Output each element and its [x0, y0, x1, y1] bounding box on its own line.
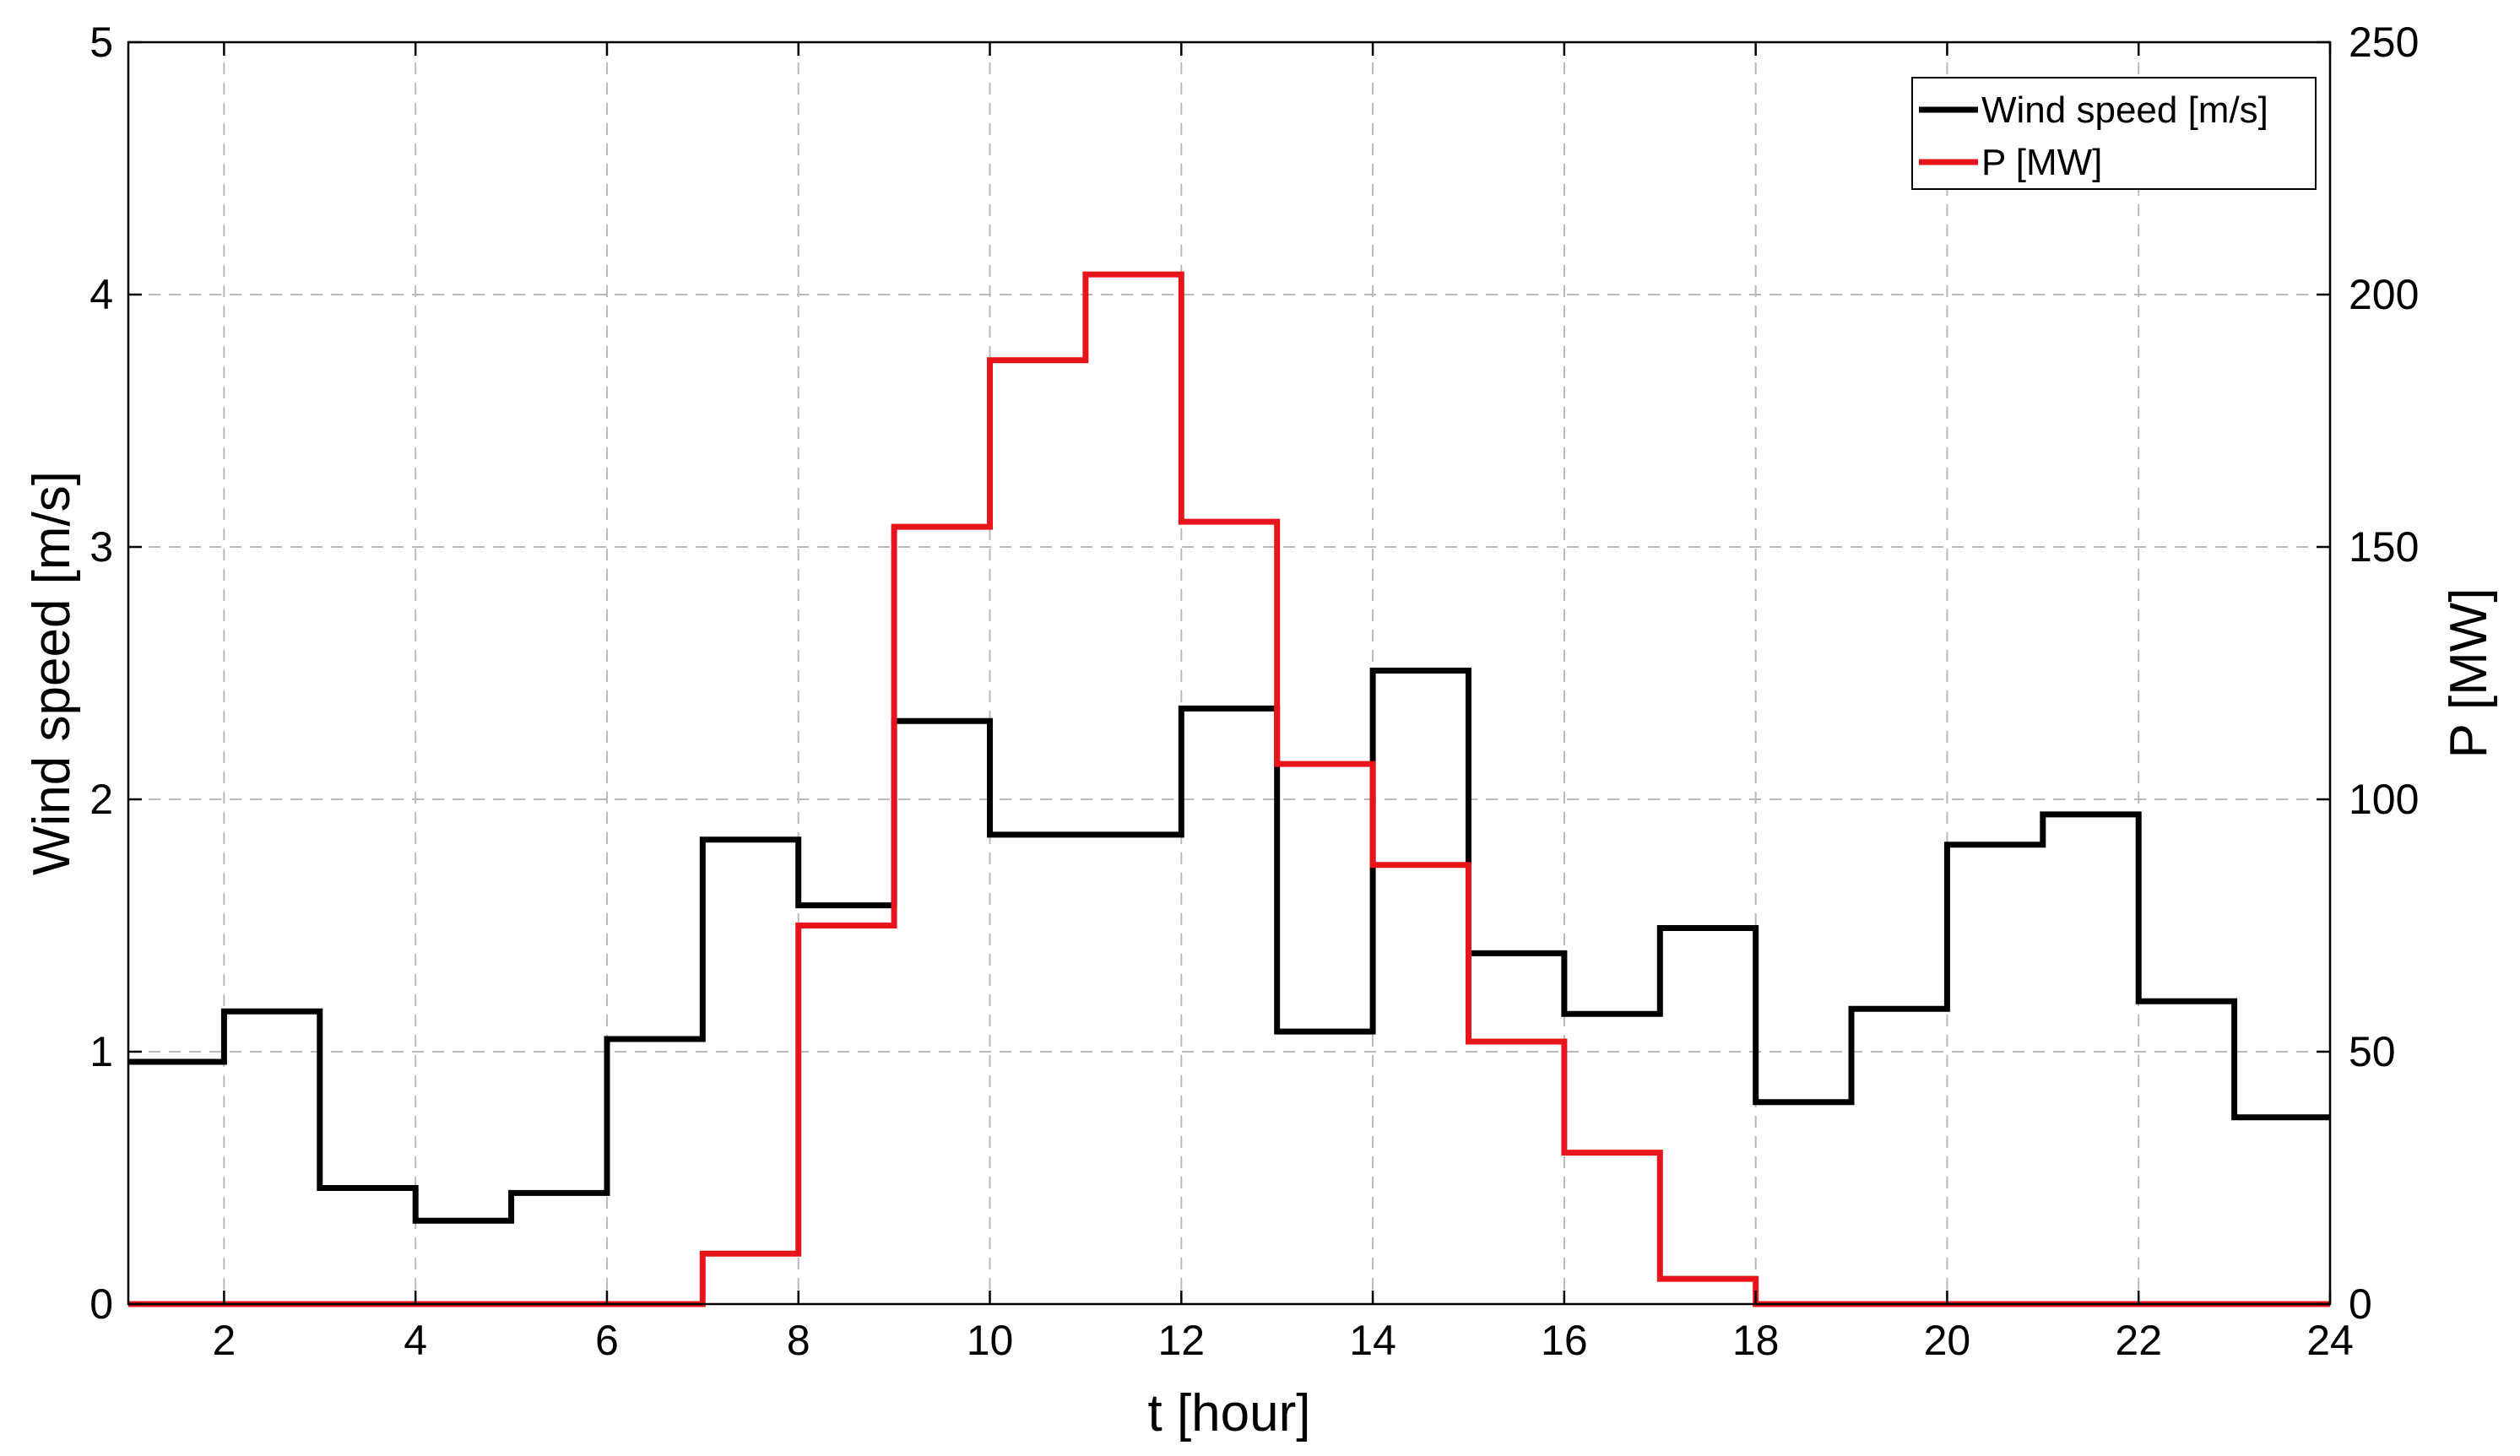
left-y-tick-label: 0	[89, 1280, 113, 1328]
left-y-tick-label: 2	[89, 776, 113, 823]
left-y-tick-label: 5	[89, 19, 113, 66]
left-y-tick-label: 4	[89, 271, 113, 318]
left-y-axis-title: Wind speed [m/s]	[23, 471, 81, 875]
x-tick-label: 6	[595, 1317, 619, 1364]
x-tick-label: 2	[212, 1317, 236, 1364]
tick-labels: 2 4 6 8 10 12 14 16 18 20 22 2401234505010015020025…	[89, 19, 2419, 1364]
x-tick-label: 14	[1349, 1317, 1396, 1364]
right-y-axis-title: P [MW]	[2440, 587, 2498, 758]
left-y-tick-label: 3	[89, 523, 113, 571]
legend-box	[1911, 77, 2317, 190]
series-layer	[128, 271, 2330, 1307]
right-y-tick-label: 0	[2349, 1280, 2372, 1328]
right-y-tick-label: 100	[2349, 776, 2419, 823]
right-y-tick-label: 50	[2349, 1028, 2396, 1075]
right-y-tick-label: 200	[2349, 271, 2419, 318]
x-axis-title: t [hour]	[1148, 1384, 1311, 1442]
right-y-tick-label: 250	[2349, 19, 2419, 66]
x-tick-label: 24	[2306, 1317, 2354, 1364]
axis-ticks	[128, 41, 2332, 1306]
x-tick-label: 8	[787, 1317, 810, 1364]
x-tick-label: 10	[967, 1317, 1014, 1364]
legend-label-wind-speed: Wind speed [m/s]	[1981, 89, 2268, 131]
left-y-tick-label: 1	[89, 1028, 113, 1075]
x-tick-label: 22	[2115, 1317, 2162, 1364]
x-tick-label: 16	[1541, 1317, 1588, 1364]
x-tick-label: 18	[1732, 1317, 1780, 1364]
legend: Wind speed [m/s] P [MW]	[1911, 77, 2317, 190]
wind-speed-series-line	[128, 668, 2330, 1224]
right-y-tick-label: 150	[2349, 523, 2419, 571]
power-series-line	[128, 271, 2330, 1307]
grid-lines	[128, 42, 2330, 1304]
x-tick-label: 4	[404, 1317, 427, 1364]
x-tick-label: 20	[1924, 1317, 1971, 1364]
legend-label-power: P [MW]	[1981, 142, 2102, 183]
x-tick-label: 12	[1157, 1317, 1205, 1364]
plot-frame	[127, 41, 2332, 1306]
